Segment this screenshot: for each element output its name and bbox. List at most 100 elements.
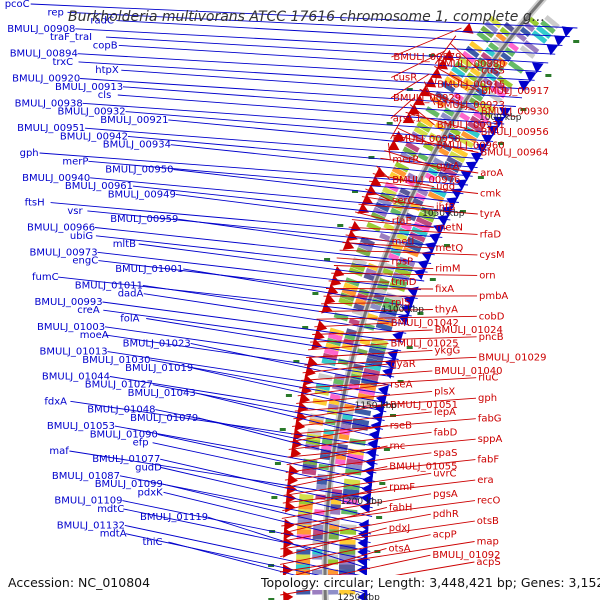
feature-block bbox=[394, 161, 410, 173]
feature-block bbox=[391, 166, 407, 178]
forward-gene-arrow bbox=[476, 143, 488, 155]
label-leader-line bbox=[392, 134, 479, 153]
label-leader-line bbox=[297, 384, 389, 397]
label-leader-line bbox=[284, 459, 476, 481]
label-leader-line bbox=[143, 293, 407, 334]
feature-block bbox=[330, 499, 342, 505]
label-leader-line bbox=[434, 65, 480, 92]
feature-block bbox=[437, 171, 455, 183]
forward-gene-label: trxC bbox=[53, 57, 74, 68]
label-leader-line bbox=[170, 144, 473, 177]
label-leader-line bbox=[105, 36, 549, 64]
forward-gene-label: BMULJ_01013 bbox=[40, 347, 108, 358]
feature-block bbox=[399, 151, 415, 163]
feature-block bbox=[482, 77, 494, 87]
label-leader-line bbox=[306, 349, 433, 358]
kbp-tick-label: 1250 kbp bbox=[337, 593, 380, 600]
feature-block bbox=[338, 433, 350, 441]
feature-block bbox=[296, 529, 312, 535]
feature-block bbox=[311, 569, 323, 575]
reverse-gene-label: metI bbox=[392, 236, 415, 247]
feature-block bbox=[458, 55, 473, 69]
gc-skew-mark bbox=[406, 346, 413, 349]
reverse-gene-arrow bbox=[326, 284, 339, 296]
feature-block bbox=[451, 145, 469, 159]
label-leader-line bbox=[380, 157, 479, 174]
reverse-gene-label: metN bbox=[436, 223, 463, 234]
reverse-gene-label: BMULJ_01025 bbox=[391, 339, 459, 350]
forward-gene-arrow bbox=[358, 519, 369, 532]
label-leader-line bbox=[160, 458, 373, 509]
reverse-gene-label: cusR bbox=[393, 73, 417, 84]
forward-gene-label: BMULJ_00966 bbox=[27, 223, 95, 234]
forward-gene-label: rep bbox=[48, 7, 64, 18]
gc-skew-mark bbox=[368, 156, 375, 159]
feature-block bbox=[462, 77, 475, 87]
feature-block bbox=[419, 116, 434, 128]
label-leader-line bbox=[280, 534, 431, 565]
forward-gene-label: merP bbox=[62, 156, 88, 167]
feature-block bbox=[528, 16, 540, 28]
reverse-gene-arrow bbox=[313, 329, 325, 341]
reverse-gene-label: BMULJ_01042 bbox=[391, 318, 459, 329]
feature-block bbox=[327, 332, 343, 342]
kbp-tick-group: 1000 kbp 1050 kbp 1100 kbp 1150 kbp 1200 kbp… bbox=[337, 113, 521, 600]
reverse-gene-label: rimM bbox=[435, 264, 460, 275]
feature-block bbox=[313, 524, 324, 530]
feature-block bbox=[347, 453, 364, 461]
reverse-gene-label: BMULJ_00915 bbox=[437, 79, 505, 90]
label-leader-line bbox=[132, 185, 451, 221]
feature-block bbox=[461, 50, 476, 64]
reverse-gene-label: merR bbox=[392, 154, 419, 165]
feature-block bbox=[362, 372, 379, 382]
reverse-gene-label: uvrC bbox=[433, 468, 456, 479]
label-leader-line bbox=[316, 315, 477, 320]
forward-gene-label: BMULJ_01099 bbox=[95, 479, 163, 490]
forward-gene-label: copB bbox=[93, 40, 118, 51]
forward-gene-label: BMULJ_01030 bbox=[82, 355, 150, 366]
feature-block bbox=[488, 15, 503, 29]
feature-block bbox=[364, 362, 382, 372]
feature-block bbox=[377, 317, 394, 327]
label-leader-line bbox=[318, 309, 433, 312]
feature-block bbox=[477, 57, 489, 67]
gc-skew-mark bbox=[477, 176, 484, 179]
feature-block bbox=[321, 438, 333, 446]
forward-gene-arrow bbox=[382, 367, 394, 379]
forward-gene-label: gudD bbox=[135, 463, 162, 474]
label-leader-line bbox=[390, 96, 416, 119]
reverse-gene-label: BMULJ_00880 bbox=[437, 59, 505, 70]
reverse-gene-label: metQ bbox=[436, 243, 464, 254]
label-leader-line bbox=[127, 135, 478, 169]
label-leader-line bbox=[283, 472, 432, 496]
label-leader-line bbox=[121, 69, 523, 99]
feature-block bbox=[430, 186, 447, 198]
label-leader-line bbox=[293, 404, 388, 420]
feature-block bbox=[296, 554, 311, 560]
label-leader-line bbox=[384, 150, 435, 167]
gc-skew-mark bbox=[406, 88, 413, 91]
feature-block bbox=[396, 232, 408, 242]
reverse-gene-label: otsB bbox=[477, 516, 499, 527]
feature-block bbox=[414, 192, 426, 202]
feature-block bbox=[384, 181, 400, 193]
reverse-gene-arrow bbox=[283, 527, 294, 540]
feature-block bbox=[466, 120, 484, 134]
reverse-gene-label: rseB bbox=[390, 421, 412, 432]
reverse-gene-label: otsA bbox=[389, 543, 411, 554]
forward-gene-arrow bbox=[546, 44, 559, 56]
label-leader-line bbox=[163, 491, 371, 544]
feature-block bbox=[363, 323, 375, 331]
label-leader-line bbox=[197, 417, 378, 465]
gc-skew-mark bbox=[268, 564, 275, 567]
label-leader-line bbox=[150, 359, 389, 404]
reverse-gene-label: tyrA bbox=[480, 209, 501, 220]
feature-block bbox=[531, 30, 548, 44]
forward-gene-arrow bbox=[392, 331, 404, 343]
gc-skew-mark bbox=[312, 292, 319, 295]
reverse-gene-arrow bbox=[369, 175, 382, 187]
forward-gene-arrow bbox=[433, 224, 445, 236]
forward-gene-arrow bbox=[561, 26, 574, 38]
reverse-gene-label: ihfB bbox=[436, 202, 456, 213]
reverse-gene-label: BMULJ_01040 bbox=[434, 366, 502, 377]
